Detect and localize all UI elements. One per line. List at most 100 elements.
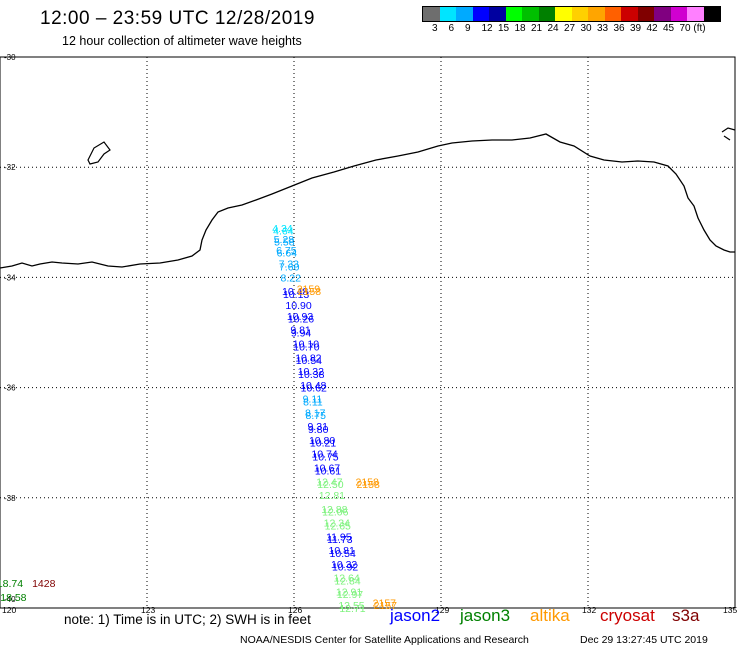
color-swatch [555, 7, 572, 21]
wave-height-label: 6.75 [276, 245, 297, 257]
wave-height-label: 2157 [374, 600, 398, 612]
latitude-label: -32 [4, 163, 16, 172]
color-scale-label: 42 [646, 23, 658, 34]
latitude-label: -34 [4, 273, 16, 282]
color-scale-label: 45 [663, 23, 675, 34]
wave-height-label: 12.97 [337, 589, 363, 601]
timestamp-text: Dec 29 13:27:45 UTC 2019 [580, 634, 708, 646]
wave-height-label: 5.28 [274, 234, 295, 246]
wave-height-label: 2157 [373, 597, 397, 609]
color-scale-labels: 3 6 9 12 15 18 21 24 27 30 33 36 39 42 45 70 (ft) [422, 23, 740, 35]
color-swatch [571, 7, 588, 21]
wave-height-label: 10.48 [282, 286, 308, 298]
color-scale-label: 3 [432, 23, 438, 34]
wave-height-label: 12.55 [338, 600, 364, 612]
color-swatch [604, 7, 621, 21]
color-scale-label: 15 [498, 23, 510, 34]
longitude-label: 123 [141, 605, 155, 615]
wave-height-label: 10.90 [285, 300, 311, 312]
wave-height-label: 10.10 [293, 339, 319, 351]
wave-height-label: 5.58 [274, 237, 295, 249]
wave-height-label: 8.17 [305, 407, 326, 419]
color-swatch [505, 7, 522, 21]
wave-height-label: 10.80 [309, 435, 335, 447]
satellite-legend-jason2: jason2 [390, 606, 441, 625]
color-scale-label: 18 [514, 23, 526, 34]
wave-height-label: 9.81 [290, 325, 311, 337]
wave-height-label: 10.48 [300, 380, 326, 392]
wave-height-label: 2158 [356, 479, 380, 491]
wave-height-label: 2158 [298, 286, 322, 298]
color-swatch [654, 7, 671, 21]
credit-text: NOAA/NESDIS Center for Satellite Applica… [240, 634, 529, 646]
wave-height-label: 10.61 [315, 465, 341, 477]
wave-height-label: 10.62 [301, 383, 327, 395]
color-scale-label: 39 [630, 23, 642, 34]
wave-height-label: 10.67 [314, 462, 340, 474]
graticule: 120 123 126 129 132 135 -30 -32 -34 -36 -38 -40 [0, 53, 737, 615]
color-scale-label: 6 [448, 23, 455, 34]
color-swatch [670, 7, 687, 21]
wave-height-label: 10.70 [293, 341, 319, 353]
color-scale-label: 33 [597, 23, 609, 34]
longitude-label: 135 [723, 605, 737, 615]
latitude-label: -40 [4, 595, 16, 604]
color-swatch [621, 7, 638, 21]
color-scale-label: 9 [465, 23, 471, 34]
coastline-australia [0, 133, 735, 269]
wave-height-label: 11.95 [326, 531, 352, 543]
wave-height-label: 8.22 [281, 272, 302, 284]
longitude-label: 132 [582, 605, 596, 615]
color-scale-label: 27 [564, 23, 576, 34]
color-swatch [489, 7, 506, 21]
wave-height-label: 10.54 [296, 355, 322, 367]
wave-height-label: 10.93 [287, 311, 313, 323]
satellite-legend-jason3: jason3 [460, 606, 511, 625]
satellite-legend-altika: altika [530, 606, 570, 625]
color-swatch [522, 7, 539, 21]
wave-height-label: 9.80 [308, 424, 329, 436]
color-scale-label: 12 [481, 23, 493, 34]
color-swatch [456, 7, 473, 21]
color-swatch [687, 7, 704, 21]
wave-height-label: 10.81 [329, 545, 355, 557]
longitude-label: 120 [2, 605, 16, 615]
wave-height-label: 7.33 [279, 259, 300, 271]
color-swatch [439, 7, 456, 21]
wave-height-label: 2159 [297, 283, 321, 295]
wave-height-labels: 4.344.645.285.586.756.647.337.608.22 10.4… [0, 223, 397, 615]
wave-height-label: 8.11 [303, 396, 323, 408]
color-scale-label: 21 [531, 23, 543, 34]
wave-height-label: 10.32 [298, 366, 324, 378]
coastline-island [87, 141, 111, 165]
wave-height-label: 10.21 [310, 438, 336, 450]
wave-height-label: 10.13 [283, 289, 309, 301]
wave-height-label: 12.64 [333, 573, 359, 585]
wave-height-label: 12.71 [339, 603, 365, 615]
wave-height-label: 2158 [356, 476, 380, 488]
wave-height-label: 10.32 [331, 559, 357, 571]
color-scale-label: 36 [613, 23, 625, 34]
wave-height-label: 10.54 [330, 548, 356, 560]
wave-height-label: 7.60 [279, 261, 300, 273]
color-scale-label: 70 (ft) [679, 23, 706, 34]
wave-height-label: 9.31 [307, 421, 328, 433]
wave-height-label: 10.38 [298, 369, 324, 381]
longitude-label: 126 [288, 605, 302, 615]
wave-height-label: 12.91 [336, 586, 362, 598]
wave-height-label: 4.34 [272, 223, 293, 235]
color-scale-label: 30 [580, 23, 592, 34]
wave-height-label: 12.84 [334, 575, 360, 587]
wave-height-label: 12.88 [321, 504, 347, 516]
wave-height-label: 18.58 [0, 592, 26, 604]
wave-height-label: 9.94 [291, 328, 312, 340]
color-scale-label: 24 [547, 23, 559, 34]
wave-height-label: 12.65 [325, 520, 351, 532]
longitude-label: 129 [435, 605, 449, 615]
wave-height-label: 1428 [32, 578, 56, 590]
wave-height-label: 10.74 [311, 449, 337, 461]
wave-height-label: 4.64 [273, 226, 294, 238]
color-swatch [538, 7, 555, 21]
map-title: 12:00 – 23:59 UTC 12/28/2019 [40, 8, 315, 29]
